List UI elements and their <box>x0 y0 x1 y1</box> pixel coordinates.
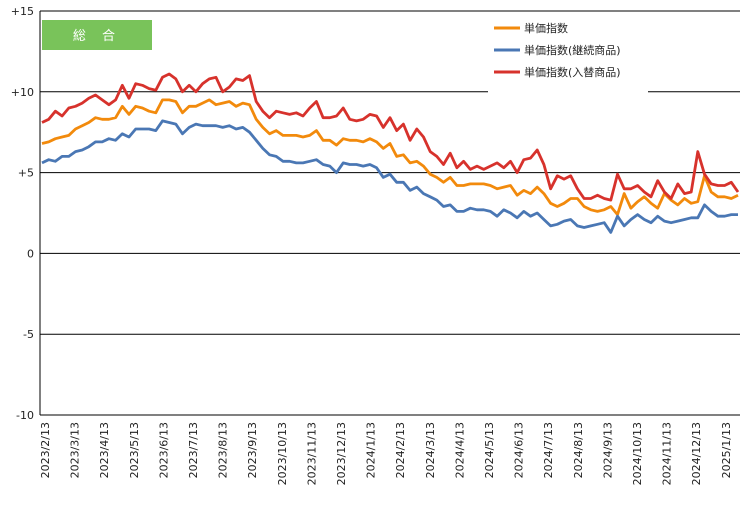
x-tick-label: 2024/3/13 <box>424 422 437 478</box>
y-tick-label: +15 <box>11 5 34 18</box>
x-tick-label: 2024/9/13 <box>601 422 614 478</box>
y-tick-label: +10 <box>11 86 34 99</box>
y-tick-label: -10 <box>16 409 34 422</box>
grid-lines <box>40 10 740 416</box>
x-tick-label: 2024/1/13 <box>365 422 378 478</box>
x-tick-label: 2023/12/13 <box>335 422 348 485</box>
x-axis: 2023/2/13 2023/3/13 2023/4/13 2023/5/13 2023… <box>39 422 733 485</box>
y-tick-label: 0 <box>27 247 34 260</box>
series-line-3 <box>41 72 740 202</box>
x-tick-label: 2024/8/13 <box>572 422 585 478</box>
category-badge: 総 合 <box>42 20 152 50</box>
x-tick-label: 2024/4/13 <box>453 422 466 478</box>
y-axis: +15 +10 +5 0 -5 -10 <box>11 5 41 422</box>
x-tick-label: 2024/11/13 <box>661 422 674 485</box>
x-tick-label: 2024/2/13 <box>394 422 407 478</box>
x-tick-label: 2023/10/13 <box>276 422 289 485</box>
x-tick-label: 2023/3/13 <box>69 422 82 478</box>
legend-label: 単価指数 <box>524 21 568 35</box>
badge-background <box>42 20 152 50</box>
x-tick-label: 2023/5/13 <box>128 422 141 478</box>
x-tick-label: 2023/2/13 <box>39 422 52 478</box>
x-tick-label: 2023/7/13 <box>187 422 200 478</box>
series-line-1 <box>41 98 739 217</box>
x-tick-label: 2024/12/13 <box>690 422 703 485</box>
legend-label: 単価指数(入替商品) <box>524 65 621 79</box>
series-layer <box>41 72 740 234</box>
legend-background <box>488 12 648 94</box>
legend-label: 単価指数(継続商品) <box>524 43 621 57</box>
x-tick-label: 2023/11/13 <box>305 422 318 485</box>
x-tick-label: 2024/7/13 <box>542 422 555 478</box>
x-tick-label: 2024/6/13 <box>513 422 526 478</box>
y-tick-label: -5 <box>23 328 34 341</box>
x-tick-label: 2025/1/13 <box>720 422 733 478</box>
x-tick-label: 2023/9/13 <box>246 422 259 478</box>
x-tick-label: 2023/4/13 <box>98 422 111 478</box>
x-tick-label: 2023/6/13 <box>157 422 170 478</box>
x-tick-label: 2024/5/13 <box>483 422 496 478</box>
series-line-2 <box>41 119 738 234</box>
x-tick-label: 2023/8/13 <box>217 422 230 478</box>
badge-label: 総 合 <box>73 29 121 44</box>
y-tick-label: +5 <box>18 167 34 180</box>
x-tick-label: 2024/10/13 <box>631 422 644 485</box>
